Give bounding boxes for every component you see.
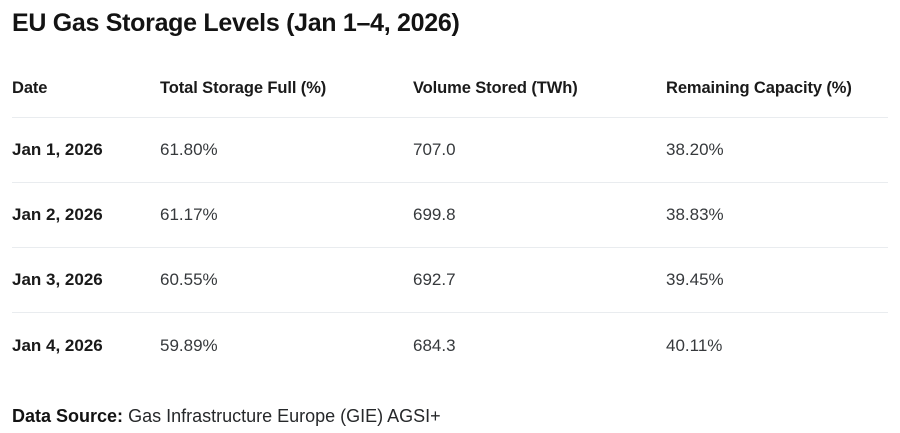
column-header-total-storage-full: Total Storage Full (%) — [160, 79, 327, 97]
cell-volume-stored: 684.3 — [413, 335, 456, 355]
data-source-label: Data Source: — [12, 406, 124, 426]
cell-total-storage-full: 61.80% — [160, 140, 218, 159]
cell-volume-stored: 707.0 — [413, 140, 456, 159]
cell-date: Jan 4, 2026 — [12, 335, 103, 355]
cell-volume-stored: 692.7 — [413, 270, 456, 289]
cell-date: Jan 3, 2026 — [12, 270, 103, 289]
page-title: EU Gas Storage Levels (Jan 1–4, 2026) — [12, 9, 460, 37]
cell-volume-stored: 699.8 — [413, 205, 456, 224]
cell-remaining-capacity: 38.20% — [666, 140, 724, 159]
cell-total-storage-full: 59.89% — [160, 335, 218, 355]
table-header-row: Date Total Storage Full (%) Volume Store… — [12, 38, 888, 118]
cell-date: Jan 2, 2026 — [12, 205, 103, 224]
cell-date: Jan 1, 2026 — [12, 140, 103, 159]
cell-remaining-capacity: 40.11% — [666, 335, 723, 355]
table-row: Jan 2, 2026 61.17% 699.8 38.83% — [12, 183, 888, 248]
cell-remaining-capacity: 39.45% — [666, 270, 724, 289]
data-source-text: Gas Infrastructure Europe (GIE) AGSI+ — [128, 406, 441, 426]
column-header-date: Date — [12, 79, 48, 97]
column-header-remaining-capacity: Remaining Capacity (%) — [666, 79, 852, 97]
table-row: Jan 4, 2026 59.89% 684.3 40.11% — [12, 313, 888, 378]
table-row: Jan 1, 2026 61.80% 707.0 38.20% — [12, 118, 888, 183]
cell-total-storage-full: 60.55% — [160, 270, 218, 289]
cell-remaining-capacity: 38.83% — [666, 205, 724, 224]
storage-table: Date Total Storage Full (%) Volume Store… — [12, 38, 888, 378]
cell-total-storage-full: 61.17% — [160, 205, 218, 224]
table-row: Jan 3, 2026 60.55% 692.7 39.45% — [12, 248, 888, 313]
data-source: Data Source: Gas Infrastructure Europe (… — [12, 405, 888, 428]
column-header-volume-stored: Volume Stored (TWh) — [413, 79, 578, 97]
